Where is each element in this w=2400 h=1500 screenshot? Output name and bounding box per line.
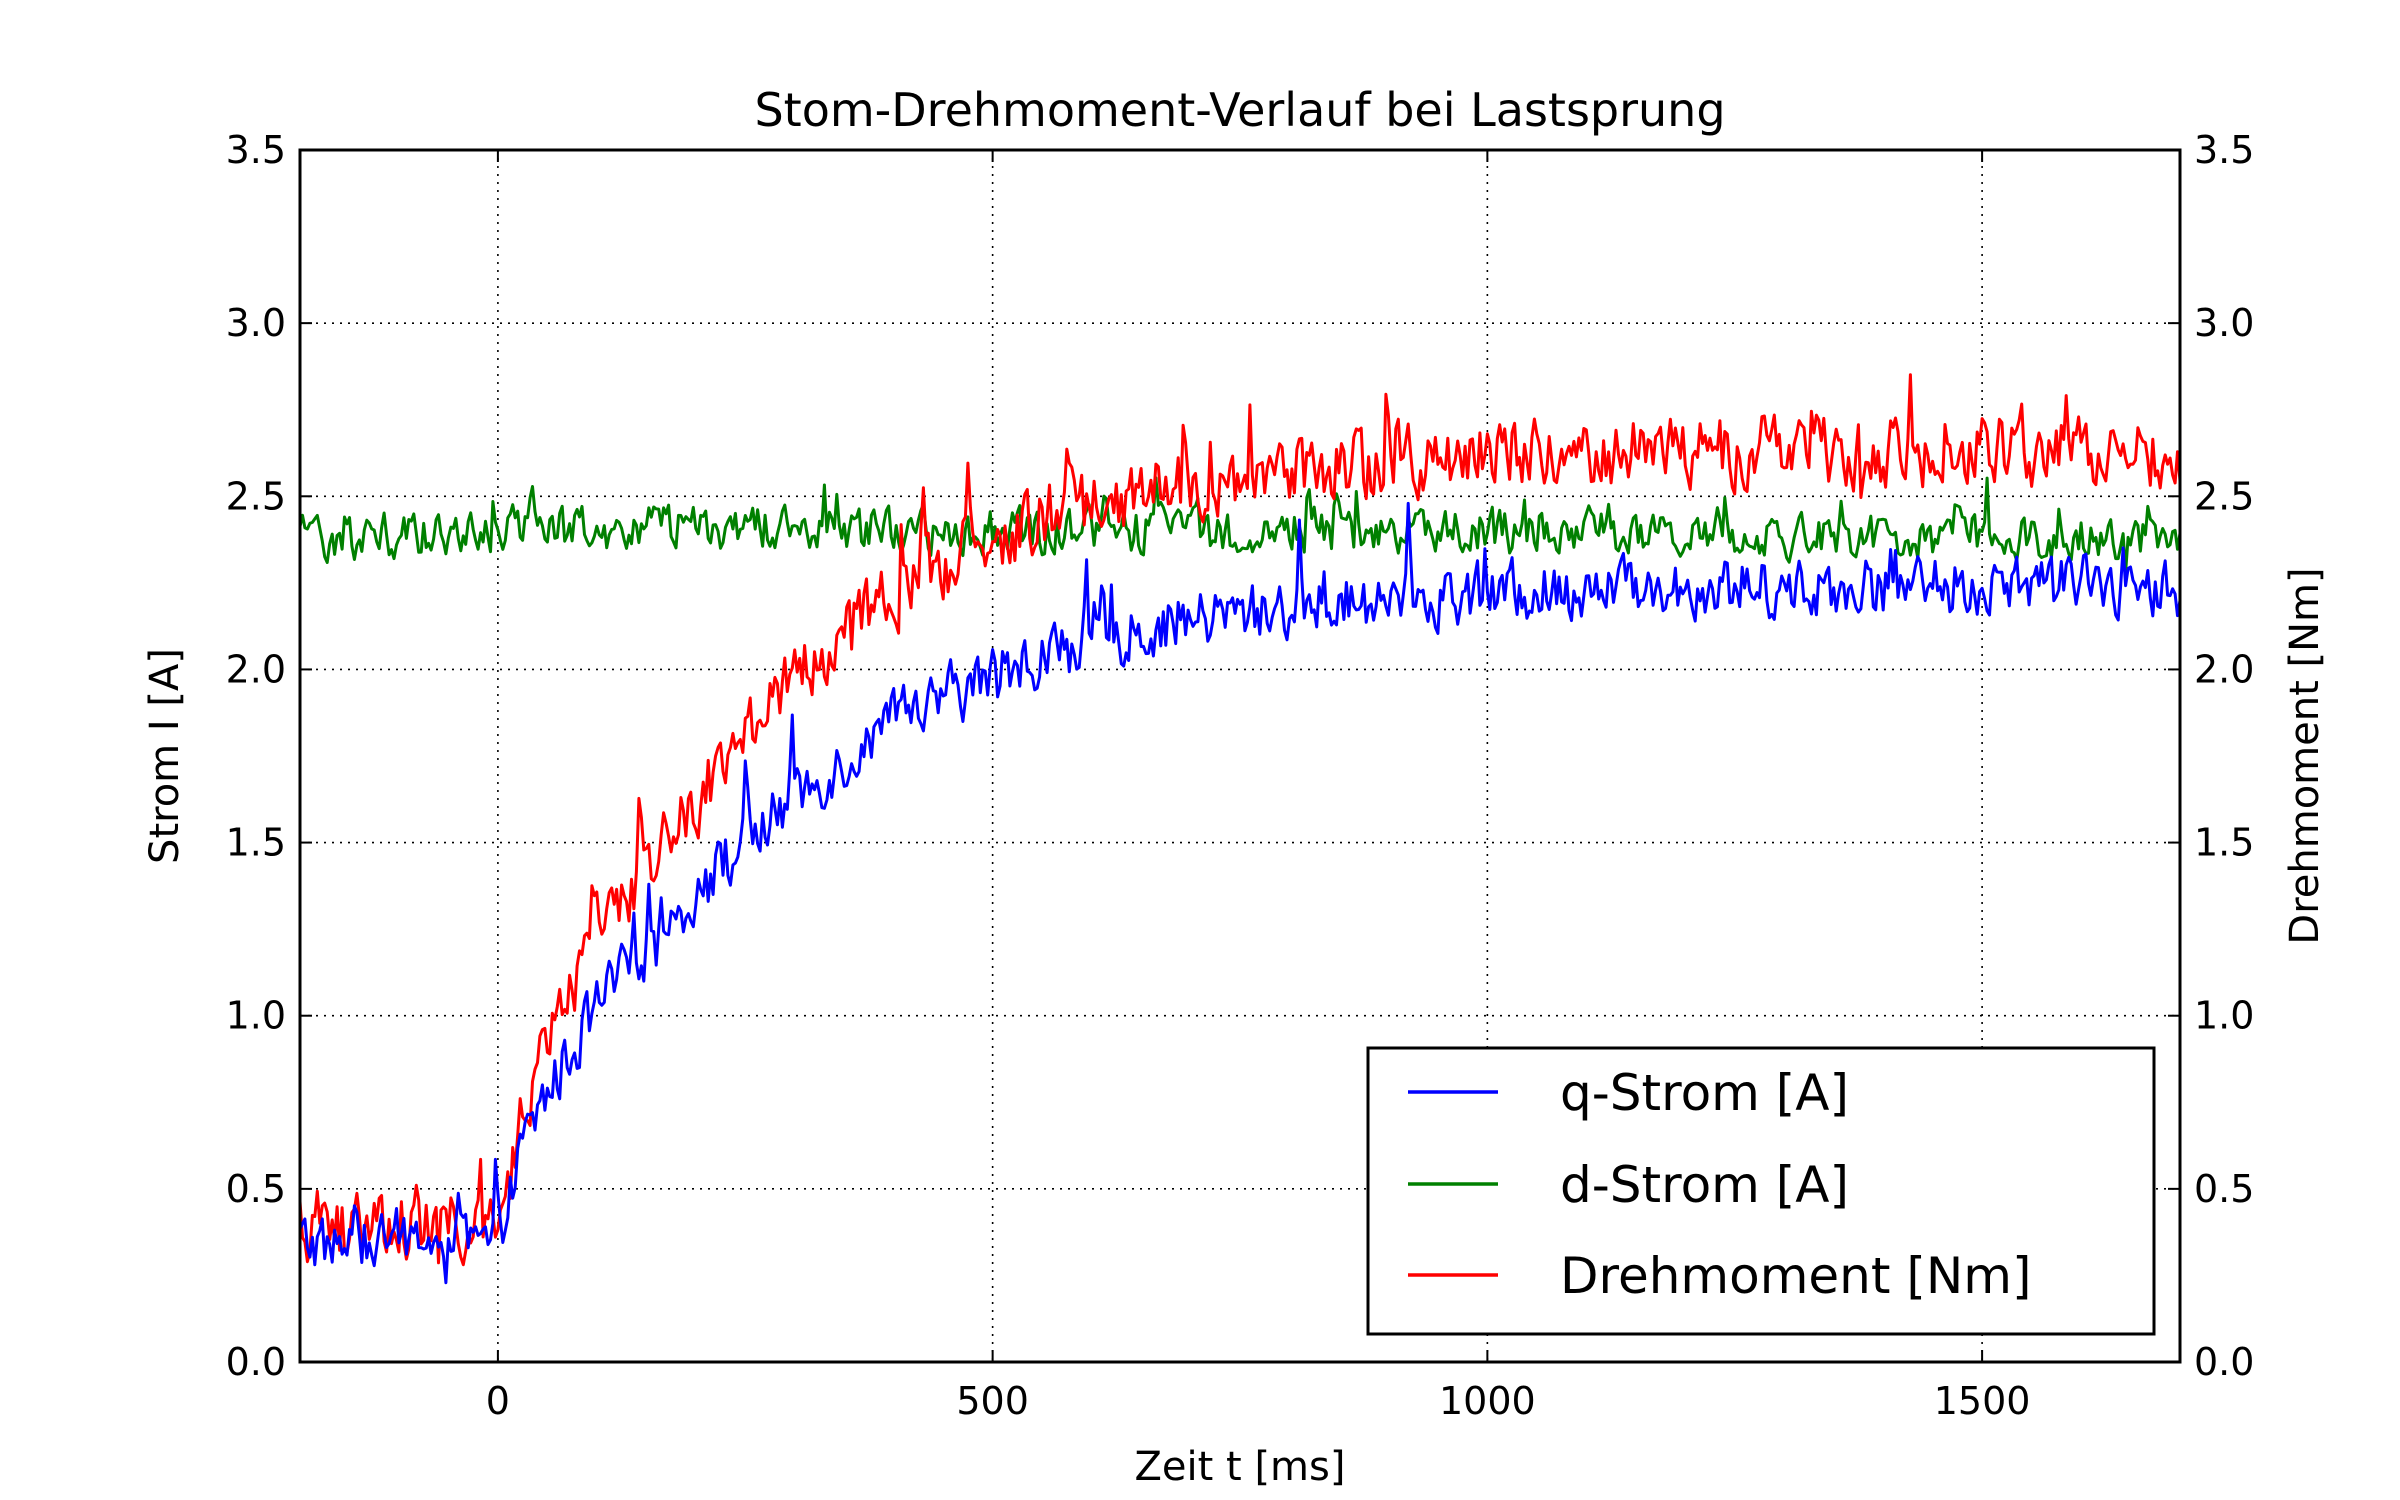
y-axis-label-right: Drehmoment [Nm] — [2282, 567, 2328, 944]
y-tick-label-left: 0.5 — [226, 1167, 286, 1211]
y-tick-label-right: 2.0 — [2194, 647, 2254, 691]
legend-box — [1366, 1046, 2156, 1336]
x-tick-label: 500 — [956, 1379, 1029, 1423]
x-tick-label: 1500 — [1934, 1379, 2031, 1423]
y-tick-label-left: 2.5 — [226, 474, 286, 518]
y-tick-label-right: 3.5 — [2194, 128, 2254, 172]
y-tick-label-right: 3.0 — [2194, 301, 2254, 345]
ticks: 0 500 1000 1500 0.0 0.0 0.5 0.5 1.0 1.0 1.5 1.5 2.0 2… — [226, 128, 2255, 1423]
plot-frame — [298, 148, 2182, 1364]
y-tick-label-right: 0.0 — [2194, 1340, 2254, 1384]
legend-label: Drehmoment [Nm] — [1560, 1247, 2031, 1305]
y-tick-label-right: 0.5 — [2194, 1167, 2254, 1211]
y-tick-label-left: 3.0 — [226, 301, 286, 345]
y-tick-label-left: 1.0 — [226, 994, 286, 1038]
series-line-1 — [300, 476, 2180, 574]
series-line-2 — [300, 373, 2180, 1267]
y-axis-label-left: Strom I [A] — [142, 648, 188, 864]
chart-title: Stom-Drehmoment-Verlauf bei Lastsprung — [754, 83, 1725, 137]
y-tick-label-left: 0.0 — [226, 1340, 286, 1384]
legend: q-Strom [A] d-Strom [A] Drehmoment [Nm] — [1366, 1046, 2156, 1336]
series-group — [300, 373, 2180, 1285]
y-tick-label-left: 1.5 — [226, 821, 286, 865]
y-tick-label-right: 1.5 — [2194, 821, 2254, 865]
legend-label: d-Strom [A] — [1560, 1156, 1849, 1214]
y-tick-label-left: 3.5 — [226, 128, 286, 172]
x-axis-label: Zeit t [ms] — [1135, 1444, 1346, 1490]
series-line-0 — [300, 501, 2180, 1285]
x-tick-label: 0 — [486, 1379, 510, 1423]
y-tick-label-right: 1.0 — [2194, 994, 2254, 1038]
legend-label: q-Strom [A] — [1560, 1064, 1849, 1122]
y-tick-label-right: 2.5 — [2194, 474, 2254, 518]
x-tick-label: 1000 — [1439, 1379, 1536, 1423]
y-tick-label-left: 2.0 — [226, 647, 286, 691]
